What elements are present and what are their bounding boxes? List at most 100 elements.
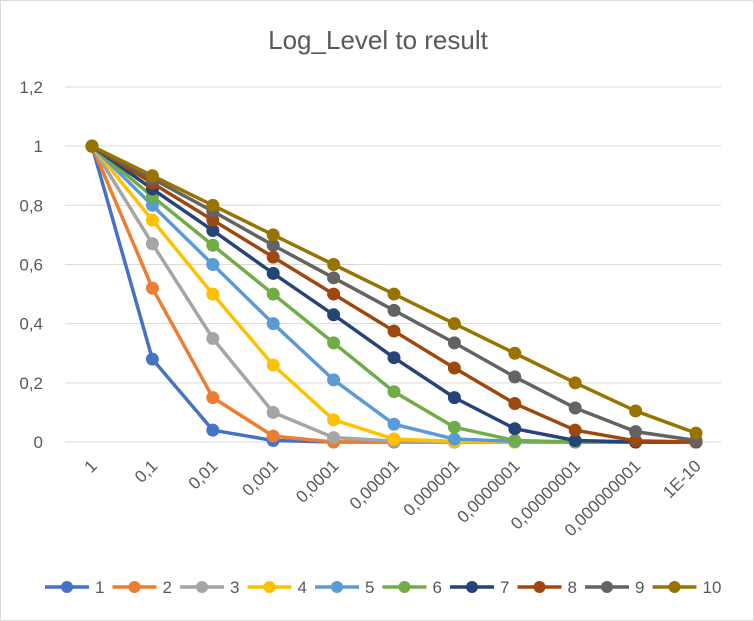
- legend-item: 4: [247, 578, 307, 597]
- data-point: [266, 266, 280, 280]
- data-point: [387, 351, 401, 365]
- data-point: [629, 425, 643, 439]
- data-point: [447, 420, 461, 434]
- legend-label: 10: [703, 578, 722, 597]
- data-point: [629, 404, 643, 418]
- x-tick-label: 0,000001: [400, 456, 464, 520]
- legend-marker: [668, 581, 681, 593]
- legend-label: 4: [298, 578, 307, 597]
- legend-label: 6: [433, 578, 442, 597]
- series-group: [85, 139, 703, 449]
- data-point: [447, 391, 461, 405]
- legend-marker: [466, 581, 478, 593]
- legend-marker: [61, 581, 73, 593]
- x-tick-label: 0,01: [185, 456, 222, 493]
- data-point: [689, 426, 703, 440]
- data-point: [387, 385, 401, 399]
- data-point: [387, 303, 401, 317]
- data-point: [568, 401, 582, 415]
- legend-marker: [533, 581, 546, 593]
- legend-label: 7: [500, 578, 509, 597]
- data-point: [447, 336, 461, 350]
- legend-item: 7: [450, 578, 509, 597]
- data-point: [387, 287, 401, 301]
- legend-marker: [601, 581, 613, 593]
- x-tick-label: 1: [81, 456, 101, 476]
- x-tick-label: 0,001: [239, 456, 283, 500]
- legend-item: 8: [517, 578, 577, 597]
- y-tick-label: 1,2: [19, 78, 43, 97]
- legend-item: 3: [180, 578, 239, 597]
- legend-label: 5: [365, 578, 374, 597]
- data-point: [327, 336, 341, 350]
- legend-label: 9: [635, 578, 644, 597]
- data-point: [266, 287, 280, 301]
- data-point: [447, 432, 461, 446]
- data-point: [327, 373, 341, 387]
- data-point: [508, 346, 522, 360]
- data-point: [206, 391, 220, 405]
- legend-marker: [263, 581, 276, 593]
- legend-label: 1: [95, 578, 104, 597]
- chart-title: Log_Level to result: [268, 25, 488, 55]
- data-point: [327, 308, 341, 322]
- legend-marker: [398, 581, 411, 593]
- data-point: [206, 238, 220, 252]
- y-tick-label: 1: [34, 137, 43, 156]
- data-point: [206, 423, 220, 437]
- legend-label: 3: [230, 578, 239, 597]
- data-point: [85, 139, 99, 153]
- x-tick-label: 0,0001: [292, 456, 342, 506]
- y-tick-label: 0: [34, 433, 43, 452]
- data-point: [508, 397, 522, 411]
- data-point: [327, 271, 341, 285]
- y-tick-label: 0,8: [19, 196, 43, 215]
- data-point: [508, 434, 522, 448]
- data-point: [206, 258, 220, 271]
- data-point: [145, 213, 159, 227]
- data-point: [387, 324, 401, 338]
- data-point: [145, 169, 159, 183]
- legend-marker: [331, 581, 343, 593]
- data-point: [447, 317, 461, 331]
- y-axis-ticks: 0 0,2 0,4 0,6 0,8 1 1,2: [19, 78, 43, 452]
- series-9: [85, 139, 703, 448]
- legend-item: 9: [585, 578, 644, 597]
- y-tick-label: 0,4: [19, 315, 43, 334]
- data-point: [327, 413, 341, 427]
- legend-item: 5: [315, 578, 374, 597]
- data-point: [508, 370, 522, 384]
- x-axis-ticks: 1 0,1 0,01 0,001 0,0001 0,000010,0000010,0000…: [81, 456, 705, 540]
- x-tick-label: 0,1: [131, 456, 161, 486]
- data-point: [145, 237, 159, 251]
- legend-marker: [196, 581, 208, 593]
- legend-item: 10: [652, 578, 722, 597]
- data-point: [266, 358, 280, 372]
- data-point: [327, 287, 341, 301]
- legend-item: 6: [382, 578, 442, 597]
- data-point: [206, 287, 220, 301]
- data-point: [568, 423, 582, 437]
- series-10: [85, 139, 703, 440]
- data-point: [266, 429, 280, 443]
- data-point: [206, 198, 220, 212]
- data-point: [387, 432, 401, 446]
- data-point: [266, 228, 280, 242]
- data-point: [145, 352, 159, 366]
- data-point: [206, 331, 220, 345]
- data-point: [327, 431, 341, 445]
- data-point: [266, 405, 280, 419]
- x-tick-label: 1E-10: [659, 456, 705, 502]
- data-point: [145, 281, 159, 295]
- data-point: [508, 422, 522, 436]
- y-tick-label: 0,2: [19, 374, 43, 393]
- legend-label: 8: [568, 578, 577, 597]
- data-point: [266, 317, 280, 331]
- data-point: [387, 417, 401, 431]
- legend-label: 2: [163, 578, 172, 597]
- data-point: [266, 250, 280, 264]
- legend-item: 1: [45, 578, 104, 597]
- legend-marker: [128, 581, 141, 593]
